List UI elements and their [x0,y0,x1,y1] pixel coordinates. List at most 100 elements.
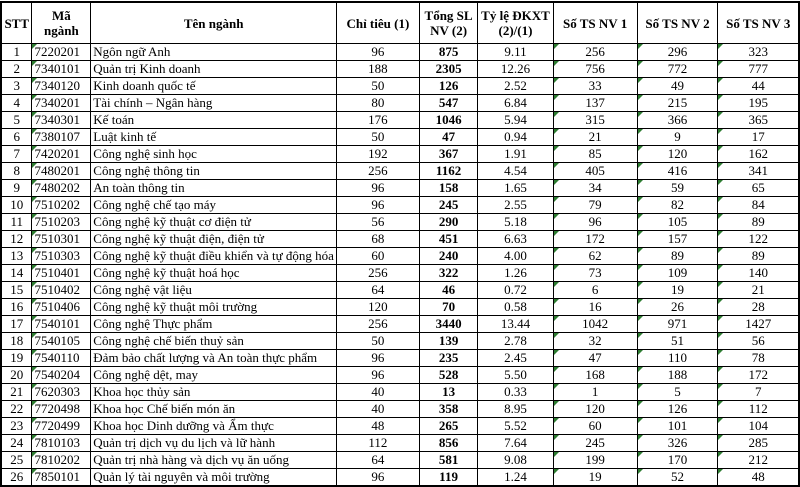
table-row: 11 7510203 Công nghệ kỹ thuật cơ điện tử 56… [0,213,800,231]
chi-tieu-cell: 60 [335,247,420,265]
tong-sl-cell: 1162 [418,162,479,180]
ma-nganh-cell: 7510406 [31,298,92,316]
chi-tieu-cell: 40 [335,383,420,401]
tong-sl-cell: 13 [418,383,479,401]
ty-le-cell: 0.33 [477,383,554,401]
tong-sl-cell: 139 [418,332,479,350]
ts-nv1-cell: 245 [552,434,638,452]
tong-sl-cell: 265 [418,417,479,435]
chi-tieu-cell: 68 [335,230,420,248]
ts-nv3-cell: 195 [717,94,800,112]
tong-sl-cell: 547 [418,94,479,112]
chi-tieu-cell: 112 [335,434,420,452]
ty-le-cell: 4.00 [477,247,554,265]
table-row: 5 7340301 Kế toán 176 1046 5.94 315 366 365 [0,111,800,129]
stt-cell: 10 [0,196,33,214]
ty-le-cell: 1.91 [477,145,554,163]
ts-nv1-cell: 120 [552,400,638,418]
ty-le-cell: 2.55 [477,196,554,214]
chi-tieu-cell: 96 [335,366,420,384]
header-ten-nganh: Tên ngành [90,1,337,44]
ma-nganh-cell: 7510301 [31,230,92,248]
chi-tieu-cell: 120 [335,298,420,316]
ten-nganh-cell: Kế toán [90,111,337,129]
ts-nv2-cell: 52 [636,468,719,487]
ts-nv2-cell: 59 [636,179,719,197]
ten-nganh-cell: Công nghệ kỹ thuật cơ điện tử [90,213,337,231]
ty-le-cell: 1.24 [477,468,554,487]
ts-nv2-cell: 82 [636,196,719,214]
ts-nv3-cell: 65 [717,179,800,197]
chi-tieu-cell: 50 [335,77,420,95]
stt-cell: 19 [0,349,33,367]
chi-tieu-cell: 56 [335,213,420,231]
tong-sl-cell: 119 [418,468,479,487]
ts-nv3-cell: 777 [717,60,800,78]
stt-cell: 4 [0,94,33,112]
ten-nganh-cell: An toàn thông tin [90,179,337,197]
ts-nv3-cell: 162 [717,145,800,163]
ten-nganh-cell: Quản trị nhà hàng và dịch vụ ăn uống [90,451,337,469]
ts-nv2-cell: 126 [636,400,719,418]
stt-cell: 11 [0,213,33,231]
ty-le-cell: 2.52 [477,77,554,95]
header-stt: STT [0,1,33,44]
stt-cell: 12 [0,230,33,248]
table-row: 17 7540101 Công nghệ Thực phẩm 256 3440 13.44… [0,315,800,333]
ts-nv1-cell: 32 [552,332,638,350]
ts-nv2-cell: 188 [636,366,719,384]
ty-le-cell: 9.11 [477,43,554,61]
table-row: 7 7420201 Công nghệ sinh học 192 367 1.91 85 12… [0,145,800,163]
tong-sl-cell: 126 [418,77,479,95]
ts-nv1-cell: 315 [552,111,638,129]
ts-nv1-cell: 1042 [552,315,638,333]
ten-nganh-cell: Luật kinh tế [90,128,337,146]
tong-sl-cell: 581 [418,451,479,469]
ma-nganh-cell: 7510402 [31,281,92,299]
ma-nganh-cell: 7540105 [31,332,92,350]
ty-le-cell: 6.84 [477,94,554,112]
ma-nganh-cell: 7510401 [31,264,92,282]
stt-cell: 2 [0,60,33,78]
ts-nv3-cell: 89 [717,247,800,265]
stt-cell: 17 [0,315,33,333]
stt-cell: 20 [0,366,33,384]
ty-le-cell: 6.63 [477,230,554,248]
ts-nv1-cell: 6 [552,281,638,299]
tong-sl-cell: 245 [418,196,479,214]
ts-nv3-cell: 28 [717,298,800,316]
ten-nganh-cell: Công nghệ sinh học [90,145,337,163]
ma-nganh-cell: 7510202 [31,196,92,214]
ts-nv1-cell: 34 [552,179,638,197]
ts-nv3-cell: 21 [717,281,800,299]
tong-sl-cell: 451 [418,230,479,248]
ty-le-cell: 8.95 [477,400,554,418]
ten-nganh-cell: Công nghệ chế tạo máy [90,196,337,214]
ts-nv1-cell: 73 [552,264,638,282]
ma-nganh-cell: 7340301 [31,111,92,129]
ma-nganh-cell: 7850101 [31,468,92,487]
tong-sl-cell: 47 [418,128,479,146]
header-chi-tieu: Chỉ tiêu (1) [335,1,420,44]
table-row: 18 7540105 Công nghệ chế biến thuỷ sản 50 13… [0,332,800,350]
ten-nganh-cell: Khoa học thủy sản [90,383,337,401]
ts-nv2-cell: 170 [636,451,719,469]
ts-nv2-cell: 89 [636,247,719,265]
ts-nv2-cell: 49 [636,77,719,95]
ma-nganh-cell: 7340201 [31,94,92,112]
ten-nganh-cell: Công nghệ kỹ thuật điện, điện tử [90,230,337,248]
ts-nv3-cell: 56 [717,332,800,350]
table-row: 13 7510303 Công nghệ kỹ thuật điều khiển v… [0,247,800,265]
table-body: 1 7220201 Ngôn ngữ Anh 96 875 9.11 256 296 323 2 7… [0,43,800,487]
stt-cell: 23 [0,417,33,435]
table-row: 25 7810202 Quản trị nhà hàng và dịch vụ ăn… [0,451,800,469]
chi-tieu-cell: 64 [335,281,420,299]
ten-nganh-cell: Công nghệ chế biến thuỷ sản [90,332,337,350]
ts-nv2-cell: 110 [636,349,719,367]
ts-nv3-cell: 78 [717,349,800,367]
stt-cell: 24 [0,434,33,452]
ten-nganh-cell: Tài chính – Ngân hàng [90,94,337,112]
chi-tieu-cell: 48 [335,417,420,435]
chi-tieu-cell: 256 [335,315,420,333]
